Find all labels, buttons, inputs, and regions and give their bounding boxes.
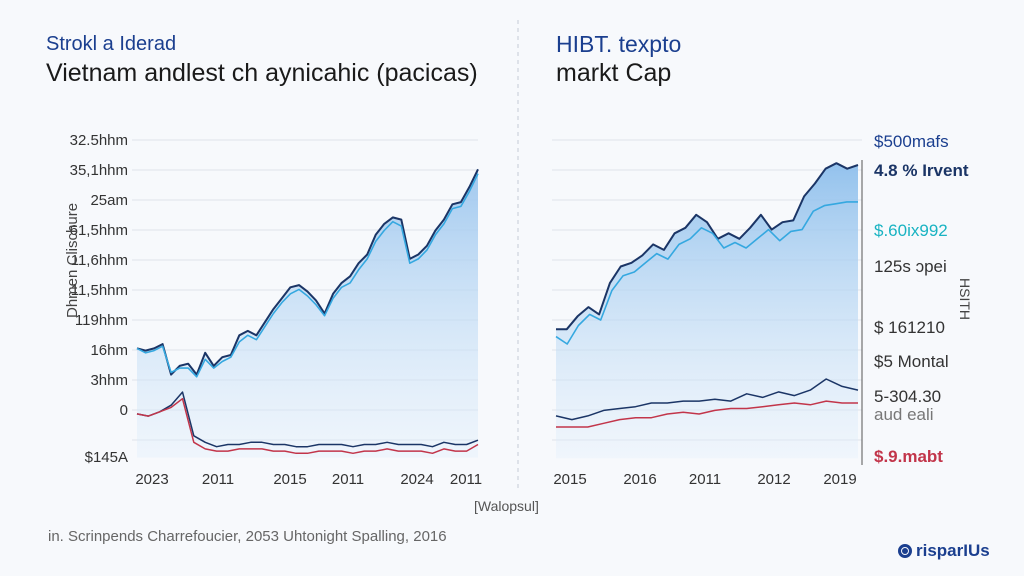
- right-value-label: $500mafs: [874, 132, 949, 151]
- right-title-line1: HIBT. texpto: [556, 31, 682, 57]
- left-x-tick-label: 2011: [202, 471, 234, 488]
- left-ticks: 2023 2011 2015 2011 2024 2011 32.5hhm 35,1hhm 25…: [70, 132, 483, 488]
- right-ylabel: HSITH: [957, 278, 973, 320]
- left-y-tick-label: 32.5hhm: [70, 132, 128, 149]
- left-area-fill: [137, 169, 478, 458]
- right-x-tick-label: 2011: [689, 471, 721, 488]
- right-value-label: aud eali: [874, 405, 934, 424]
- left-plot: [136, 168, 479, 458]
- right-x-note: [Walopsul]: [474, 498, 539, 514]
- brand-name: risparIUs: [916, 541, 990, 560]
- left-x-tick-label: 2011: [332, 471, 364, 488]
- left-title: Vietnam andlest ch aynicahic (pacicas): [46, 59, 478, 87]
- left-x-tick-label: 2023: [135, 471, 168, 488]
- right-area-fill: [556, 163, 858, 459]
- right-series-3-line: [555, 378, 859, 421]
- right-x-tick-label: 2012: [757, 471, 790, 488]
- right-series-2-line: [555, 201, 858, 345]
- left-series-4-line: [136, 397, 479, 455]
- right-ticks: 2015 2016 2011 2012 2019 $500mafs 4.8 % Irvent…: [553, 132, 969, 488]
- left-series-3-line: [136, 391, 479, 448]
- right-title-line2: markt Cap: [556, 59, 672, 87]
- left-ylabel: Dhmen Clischure: [64, 202, 81, 318]
- right-plot: [555, 162, 859, 459]
- brand-icon-dot: [902, 548, 908, 554]
- right-value-label: 4.8 % Irvent: [874, 161, 969, 180]
- right-value-label: $5 Montal: [874, 352, 949, 371]
- right-x-tick-label: 2019: [823, 471, 856, 488]
- right-x-tick-label: 2015: [553, 471, 586, 488]
- left-series-2-line: [136, 173, 479, 378]
- left-y-tick-label: 11,6hhm: [71, 252, 128, 269]
- left-y-tick-label: $145A: [85, 449, 128, 466]
- right-value-label: 125s ɔpei: [874, 257, 947, 276]
- right-x-tick-label: 2016: [623, 471, 656, 488]
- right-value-label: 5-304.30: [874, 387, 941, 406]
- left-y-tick-label: 11,5hhm: [71, 282, 128, 299]
- right-value-label: $ 161210: [874, 318, 945, 337]
- right-series-1-line: [556, 162, 859, 331]
- left-y-tick-label: 35,1hhm: [70, 162, 128, 179]
- left-y-tick-label: 25am: [90, 192, 128, 209]
- left-y-tick-label: 119hhm: [75, 312, 128, 329]
- left-x-tick-label: 2011: [450, 471, 482, 488]
- footer-source: in. Scrinpends Charrefoucier, 2053 Uhton…: [48, 528, 447, 545]
- left-x-tick-label: 2024: [400, 471, 433, 488]
- left-y-tick-label: 61,5hhm: [70, 222, 128, 239]
- left-y-tick-label: 0: [120, 402, 128, 419]
- left-y-tick-label: 16hm: [90, 342, 128, 359]
- left-x-tick-label: 2015: [273, 471, 306, 488]
- left-series-1-line: [136, 168, 479, 376]
- right-value-label: $.9.mabt: [874, 447, 943, 466]
- brand-logo: risparIUs: [898, 541, 990, 561]
- left-subtitle: Strokl a Iderad: [46, 33, 177, 55]
- right-value-label: $.60ix992: [874, 221, 948, 240]
- right-series-4-line: [556, 400, 858, 428]
- left-y-tick-label: 3hhm: [90, 372, 128, 389]
- brand-icon: [898, 544, 912, 558]
